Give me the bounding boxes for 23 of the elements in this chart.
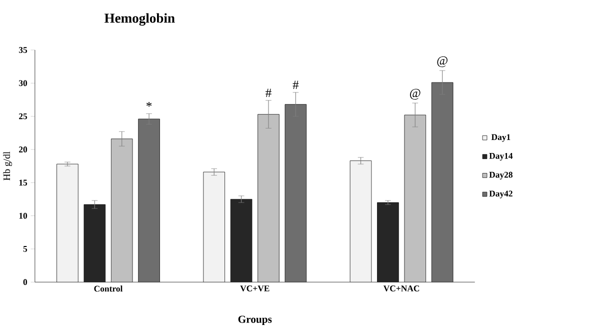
y-tick-label: 30 bbox=[19, 80, 28, 86]
data-label: * bbox=[146, 102, 152, 107]
y-tick-label: 25 bbox=[19, 113, 28, 120]
data-label: @ bbox=[437, 56, 448, 68]
legend-label: Day28 bbox=[489, 172, 513, 180]
data-label: # bbox=[266, 88, 272, 97]
legend-label: Day14 bbox=[489, 152, 513, 161]
y-tick-label: 0 bbox=[23, 279, 28, 285]
y-tick-label: 5 bbox=[23, 246, 28, 252]
data-label: @ bbox=[410, 88, 420, 100]
y-axis-title: Hb g/dl bbox=[3, 152, 12, 180]
y-tick-label: 35 bbox=[19, 46, 28, 53]
x-tick-label: VC+NAC bbox=[383, 285, 420, 292]
x-tick-label: VC+VE bbox=[240, 285, 270, 292]
x-tick-label: Control bbox=[94, 285, 123, 292]
x-axis-title: Groups bbox=[238, 316, 272, 325]
y-tick-label: 15 bbox=[19, 180, 28, 186]
y-tick-label: 10 bbox=[19, 212, 28, 219]
data-label: # bbox=[292, 80, 299, 89]
legend-label: Day42 bbox=[489, 190, 512, 198]
legend-label: Day1 bbox=[491, 134, 510, 142]
chart-title: Hemoglobin bbox=[104, 13, 175, 26]
y-tick-label: 20 bbox=[19, 146, 28, 152]
